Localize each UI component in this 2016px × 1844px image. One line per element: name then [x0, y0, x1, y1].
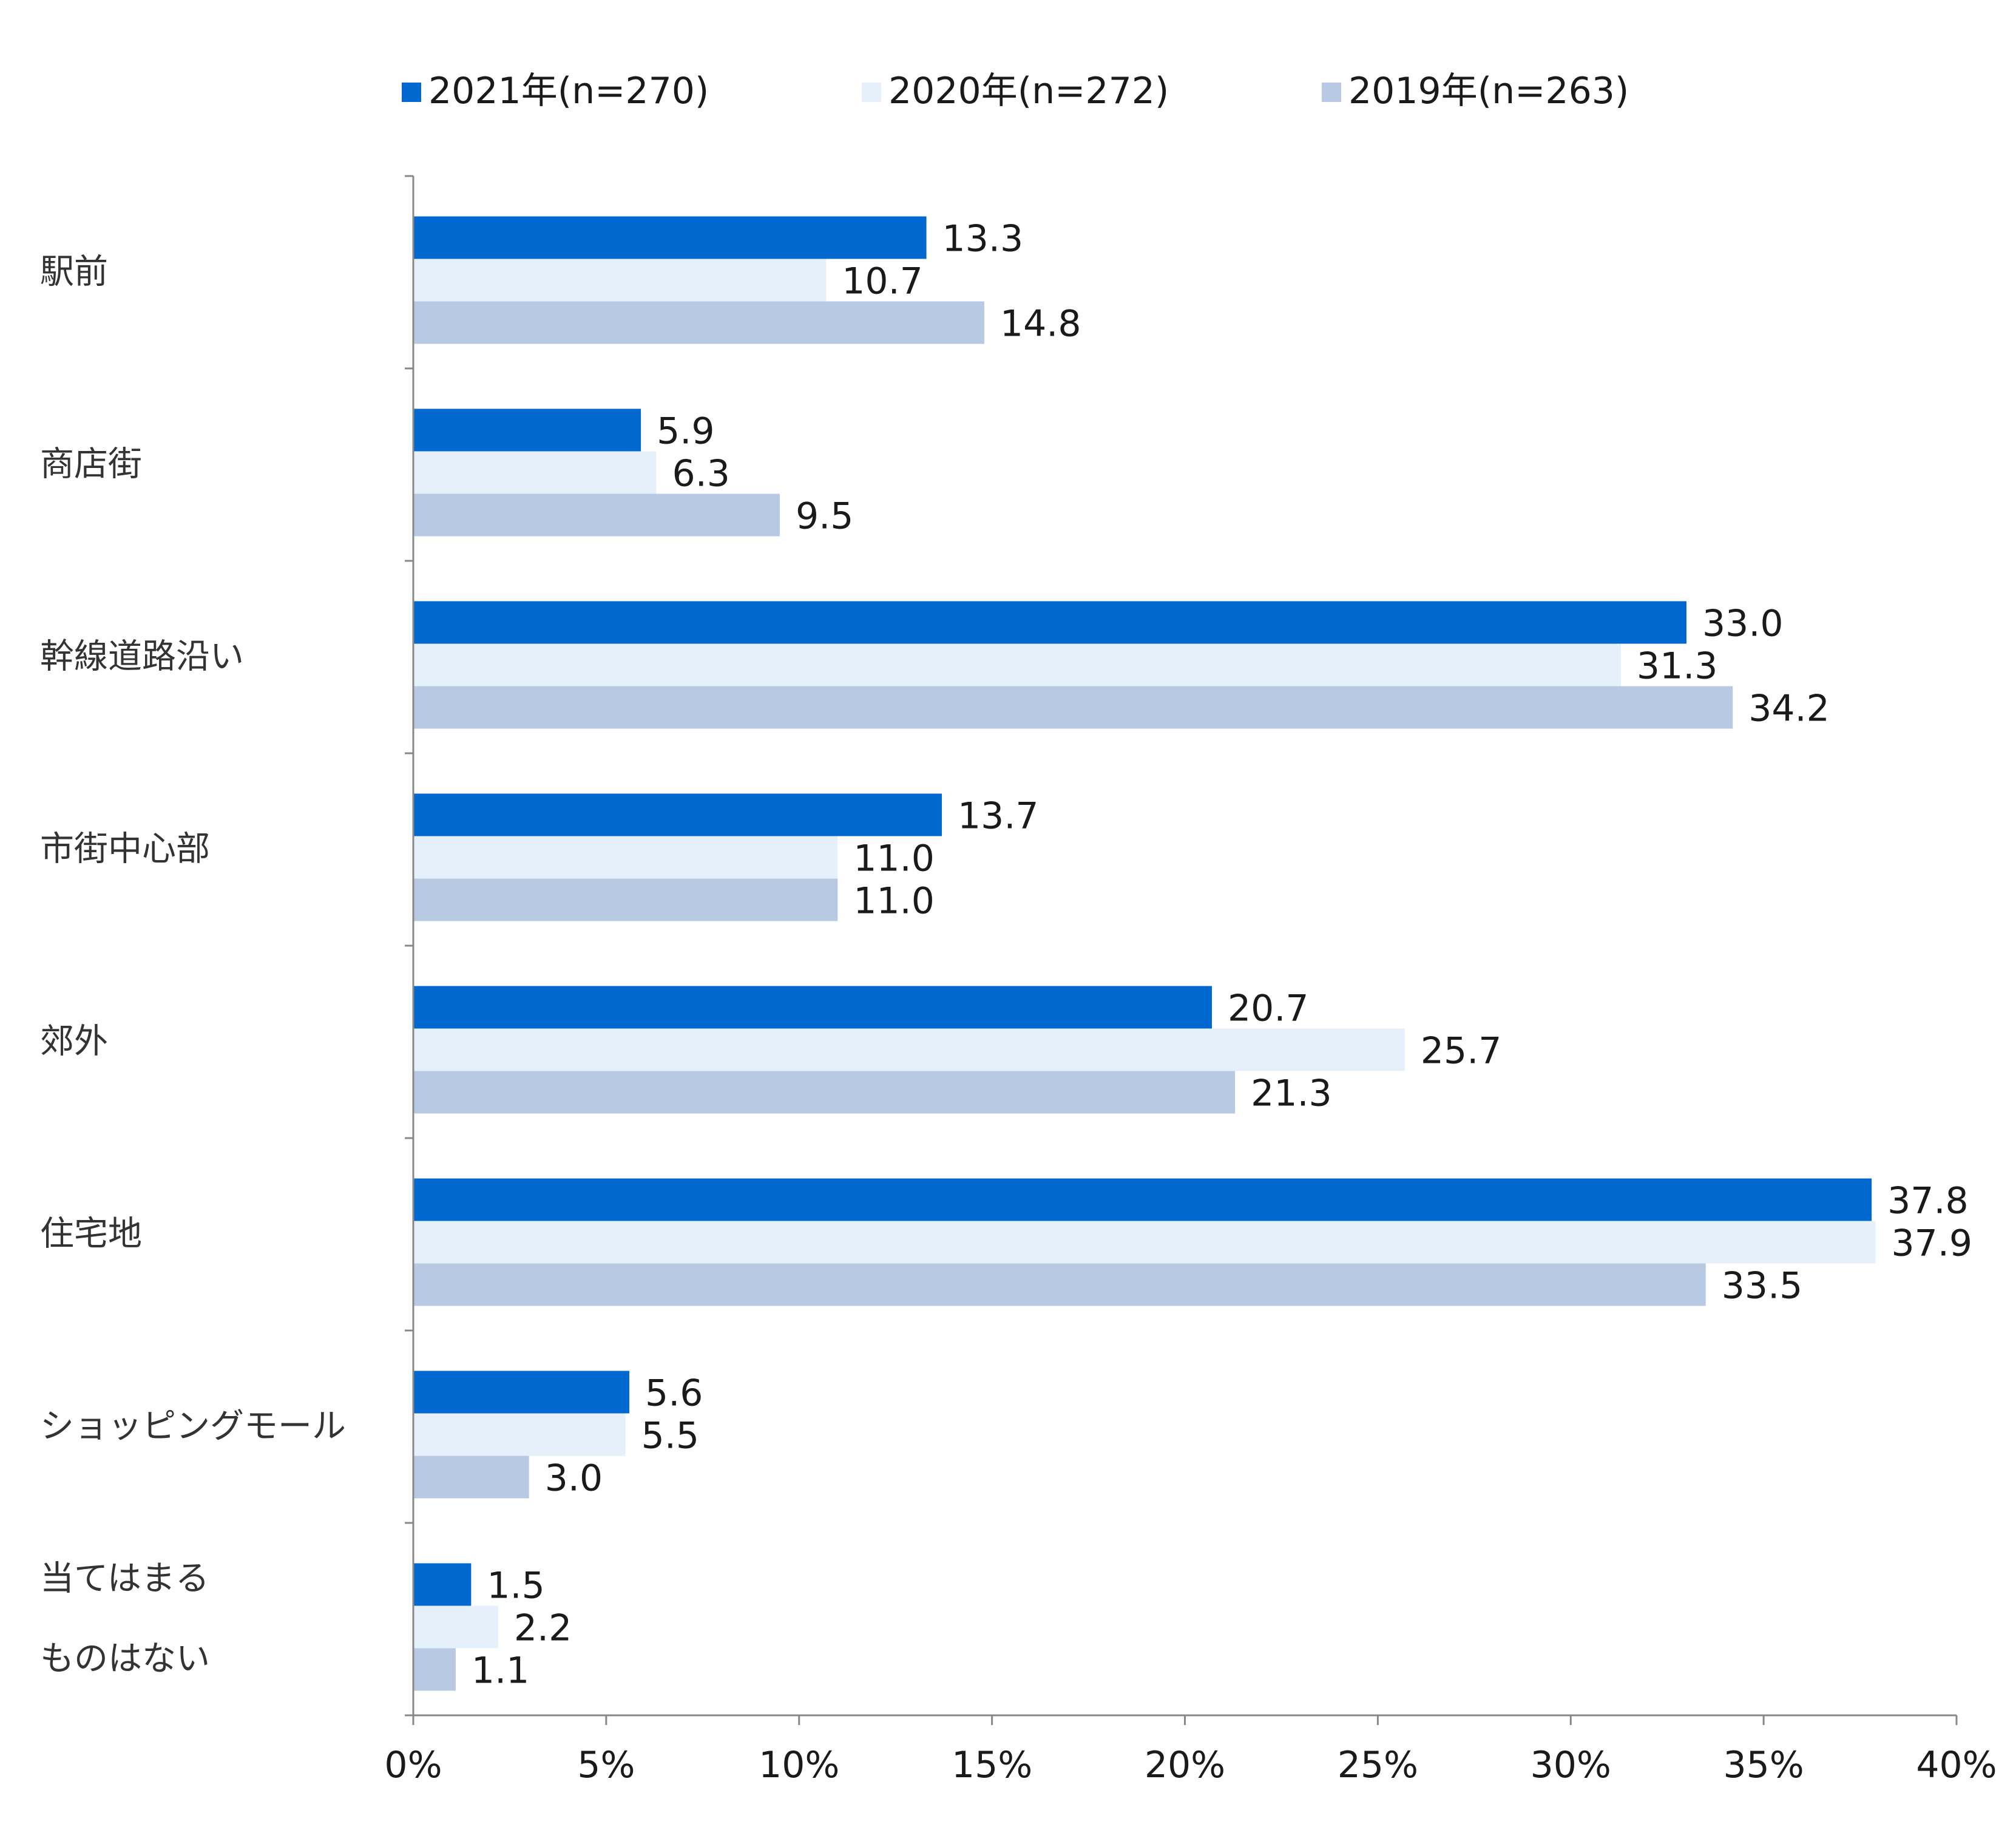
- category-label-3: 市街中心部: [40, 830, 210, 869]
- legend-label-0: 2021年(n=270): [428, 70, 709, 112]
- legend-label-2: 2019年(n=263): [1348, 70, 1629, 112]
- legend-label-1: 2020年(n=272): [888, 70, 1169, 112]
- data-label-1-7: 2.2: [514, 1607, 572, 1650]
- bar-0-4: [413, 986, 1213, 1029]
- legend-swatch-2: [1322, 83, 1341, 102]
- category-label-7-line-0: 当てはまる: [40, 1559, 209, 1599]
- bar-2-5: [413, 1263, 1706, 1306]
- legend: 2021年(n=270) 2020年(n=272) 2019年(n=263): [402, 70, 1629, 112]
- data-label-1-1: 6.3: [672, 453, 730, 495]
- category-label-4: 郊外: [40, 1022, 108, 1062]
- bar-1-1: [413, 451, 657, 494]
- bar-1-6: [413, 1413, 626, 1456]
- data-label-0-3: 13.7: [958, 795, 1039, 838]
- bar-2-3: [413, 878, 838, 921]
- bar-0-6: [413, 1371, 630, 1414]
- category-label-1: 商店街: [40, 445, 142, 484]
- data-label-2-4: 21.3: [1251, 1073, 1332, 1115]
- category-label-2: 幹線道路沿い: [40, 637, 244, 677]
- x-tick-label-4: 20%: [1145, 1744, 1225, 1786]
- data-label-1-5: 37.9: [1891, 1222, 1972, 1265]
- data-label-1-4: 25.7: [1421, 1030, 1502, 1073]
- category-label-7-line-1: ものはない: [40, 1639, 210, 1679]
- x-tick-label-0: 0%: [384, 1744, 442, 1786]
- bar-1-0: [413, 259, 827, 302]
- data-label-0-1: 5.9: [657, 410, 714, 453]
- legend-swatch-1: [862, 83, 881, 102]
- data-label-0-4: 20.7: [1228, 988, 1309, 1030]
- category-label-0: 駅前: [40, 253, 108, 292]
- data-label-2-2: 34.2: [1748, 688, 1830, 730]
- bar-0-2: [413, 601, 1686, 644]
- data-label-0-7: 1.5: [487, 1565, 544, 1607]
- x-tick-label-2: 10%: [759, 1744, 839, 1786]
- bar-2-1: [413, 493, 780, 537]
- bar-2-6: [413, 1456, 529, 1499]
- data-label-1-3: 11.0: [853, 838, 935, 880]
- legend-swatch-0: [402, 83, 421, 102]
- axes: 0% 5% 10% 15% 20% 25% 30% 35% 40%: [384, 175, 1997, 1786]
- x-tick-label-7: 35%: [1723, 1744, 1804, 1786]
- bar-2-4: [413, 1071, 1236, 1114]
- x-tick-label-1: 5%: [577, 1744, 635, 1786]
- bars: [413, 216, 1876, 1691]
- data-label-1-0: 10.7: [842, 260, 923, 303]
- data-label-2-3: 11.0: [853, 880, 935, 923]
- data-label-0-2: 33.0: [1702, 603, 1784, 645]
- bar-0-0: [413, 216, 927, 259]
- bar-2-0: [413, 301, 984, 344]
- data-label-2-7: 1.1: [472, 1650, 529, 1692]
- data-labels: 13.3 5.9 33.0 13.7 20.7 37.8 5.6 1.5 10.7 6.3 31.3…: [472, 218, 1972, 1692]
- bar-1-2: [413, 643, 1621, 686]
- x-tick-label-6: 30%: [1531, 1744, 1611, 1786]
- data-label-2-0: 14.8: [1000, 303, 1081, 345]
- data-label-1-6: 5.5: [641, 1415, 699, 1457]
- bar-0-1: [413, 408, 641, 452]
- bar-1-7: [413, 1605, 498, 1649]
- bar-2-2: [413, 686, 1733, 729]
- x-tick-label-8: 40%: [1916, 1744, 1997, 1786]
- data-label-0-6: 5.6: [645, 1372, 703, 1415]
- bar-1-4: [413, 1028, 1405, 1071]
- x-tick-label-3: 15%: [952, 1744, 1032, 1786]
- bar-0-7: [413, 1563, 472, 1606]
- bar-2-7: [413, 1648, 456, 1691]
- data-label-2-1: 9.5: [796, 495, 853, 538]
- bar-0-5: [413, 1178, 1872, 1221]
- data-label-0-0: 13.3: [942, 218, 1024, 260]
- bar-1-3: [413, 836, 838, 879]
- data-label-0-5: 37.8: [1887, 1180, 1969, 1222]
- data-label-1-2: 31.3: [1637, 645, 1718, 688]
- bar-0-3: [413, 793, 942, 836]
- bar-1-5: [413, 1221, 1876, 1264]
- x-tick-label-5: 25%: [1338, 1744, 1418, 1786]
- data-label-2-5: 33.5: [1722, 1265, 1803, 1307]
- category-label-6: ショッピングモール: [40, 1407, 346, 1446]
- data-label-2-6: 3.0: [545, 1457, 603, 1500]
- category-label-5: 住宅地: [40, 1215, 142, 1254]
